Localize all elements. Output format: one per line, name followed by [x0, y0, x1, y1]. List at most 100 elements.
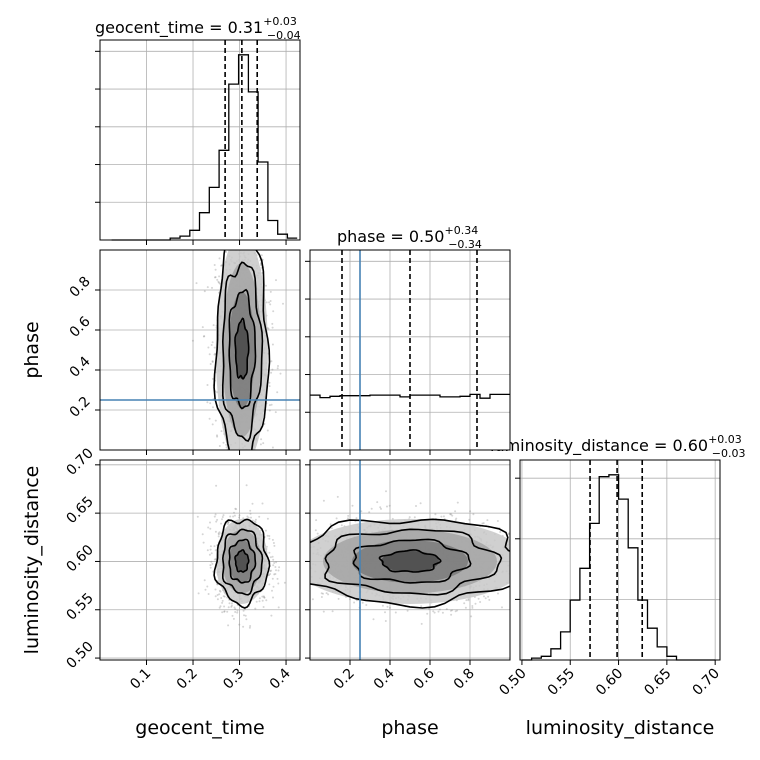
sample-point	[437, 610, 440, 613]
sample-point	[268, 385, 271, 388]
sample-point	[277, 365, 279, 367]
sample-point	[234, 611, 237, 613]
sample-point	[316, 532, 319, 535]
sample-point	[269, 300, 272, 302]
sample-point	[468, 518, 471, 521]
sample-point	[238, 516, 240, 519]
sample-point	[213, 515, 216, 518]
sample-point	[441, 611, 444, 614]
sample-point	[249, 625, 252, 627]
sample-point	[227, 521, 230, 524]
sample-point	[249, 509, 252, 512]
sample-point	[272, 558, 275, 561]
sample-point	[271, 589, 273, 592]
ylabel-luminosity-distance: luminosity_distance	[21, 466, 43, 655]
sample-point	[197, 592, 200, 595]
sample-point	[454, 510, 457, 513]
sample-point	[207, 593, 210, 595]
sample-point	[370, 507, 373, 510]
sample-point	[216, 583, 219, 586]
sample-point	[215, 484, 218, 487]
sample-point	[211, 562, 214, 565]
contour-line	[234, 549, 250, 573]
sample-point	[212, 324, 215, 327]
sample-point	[211, 423, 214, 426]
sample-point	[273, 544, 276, 547]
sample-point	[464, 606, 467, 609]
sample-point	[227, 521, 230, 524]
panel-20-background	[100, 460, 300, 660]
sample-point	[232, 617, 235, 620]
sample-point	[275, 561, 278, 564]
sample-point	[420, 622, 423, 625]
sample-point	[272, 310, 275, 313]
sample-point	[223, 595, 226, 598]
sample-point	[203, 290, 206, 293]
sample-point	[484, 597, 487, 600]
sample-point	[214, 549, 217, 552]
y-tick-label: 0.60	[63, 542, 96, 575]
sample-point	[263, 596, 266, 599]
sample-point	[331, 610, 334, 613]
sample-point	[347, 517, 349, 520]
sample-point	[268, 535, 271, 537]
sample-point	[254, 521, 257, 524]
sample-point	[218, 257, 221, 260]
sample-point	[206, 401, 209, 404]
sample-point	[327, 593, 330, 596]
contour-line	[228, 288, 257, 410]
sample-point	[365, 604, 368, 606]
sample-point	[203, 335, 206, 338]
sample-point	[449, 609, 452, 612]
sample-point	[225, 250, 228, 253]
sample-point	[277, 606, 280, 609]
sample-point	[206, 384, 209, 386]
sample-point	[415, 505, 417, 507]
sample-point	[216, 435, 219, 438]
sample-point	[223, 610, 226, 613]
sample-point	[216, 434, 218, 437]
contour-line	[228, 538, 257, 584]
sample-point	[232, 515, 235, 518]
sample-point	[368, 511, 371, 514]
x-tick-label: 0.1	[127, 666, 154, 693]
sample-point	[482, 522, 485, 525]
joint-luminosity-distance-phase: 0.2 0.4 0.6 0.8	[305, 459, 511, 693]
sample-point	[216, 594, 219, 596]
sample-point	[263, 596, 266, 599]
contour-line	[221, 261, 264, 442]
sample-point	[320, 596, 323, 598]
sample-point	[314, 529, 317, 532]
sample-point	[269, 303, 272, 306]
sample-point	[265, 301, 268, 304]
sample-point	[229, 515, 232, 518]
sample-point	[260, 438, 263, 441]
y-tick-label: 0.55	[63, 590, 96, 623]
sample-point	[477, 597, 480, 600]
sample-point	[204, 588, 207, 591]
sample-point	[210, 560, 213, 563]
x-tick-label: 0.70	[690, 666, 723, 699]
sample-point	[272, 542, 275, 544]
sample-point	[238, 623, 241, 626]
sample-point	[271, 322, 274, 325]
sample-point	[351, 504, 354, 507]
sample-point	[249, 512, 252, 515]
sample-point	[268, 551, 271, 554]
sample-point	[277, 582, 280, 585]
sample-point	[322, 499, 325, 502]
sample-point	[276, 577, 279, 580]
sample-point	[266, 517, 269, 520]
xlabel-phase: phase	[381, 717, 438, 739]
sample-point	[275, 279, 277, 282]
sample-point	[361, 601, 364, 604]
sample-point	[208, 353, 211, 356]
density-fill	[381, 550, 439, 573]
sample-point	[208, 553, 211, 556]
sample-point	[230, 604, 233, 607]
sample-point	[311, 598, 314, 601]
sample-point	[261, 599, 264, 602]
sample-point	[217, 535, 220, 538]
sample-point	[262, 606, 265, 608]
sample-point	[213, 264, 216, 266]
